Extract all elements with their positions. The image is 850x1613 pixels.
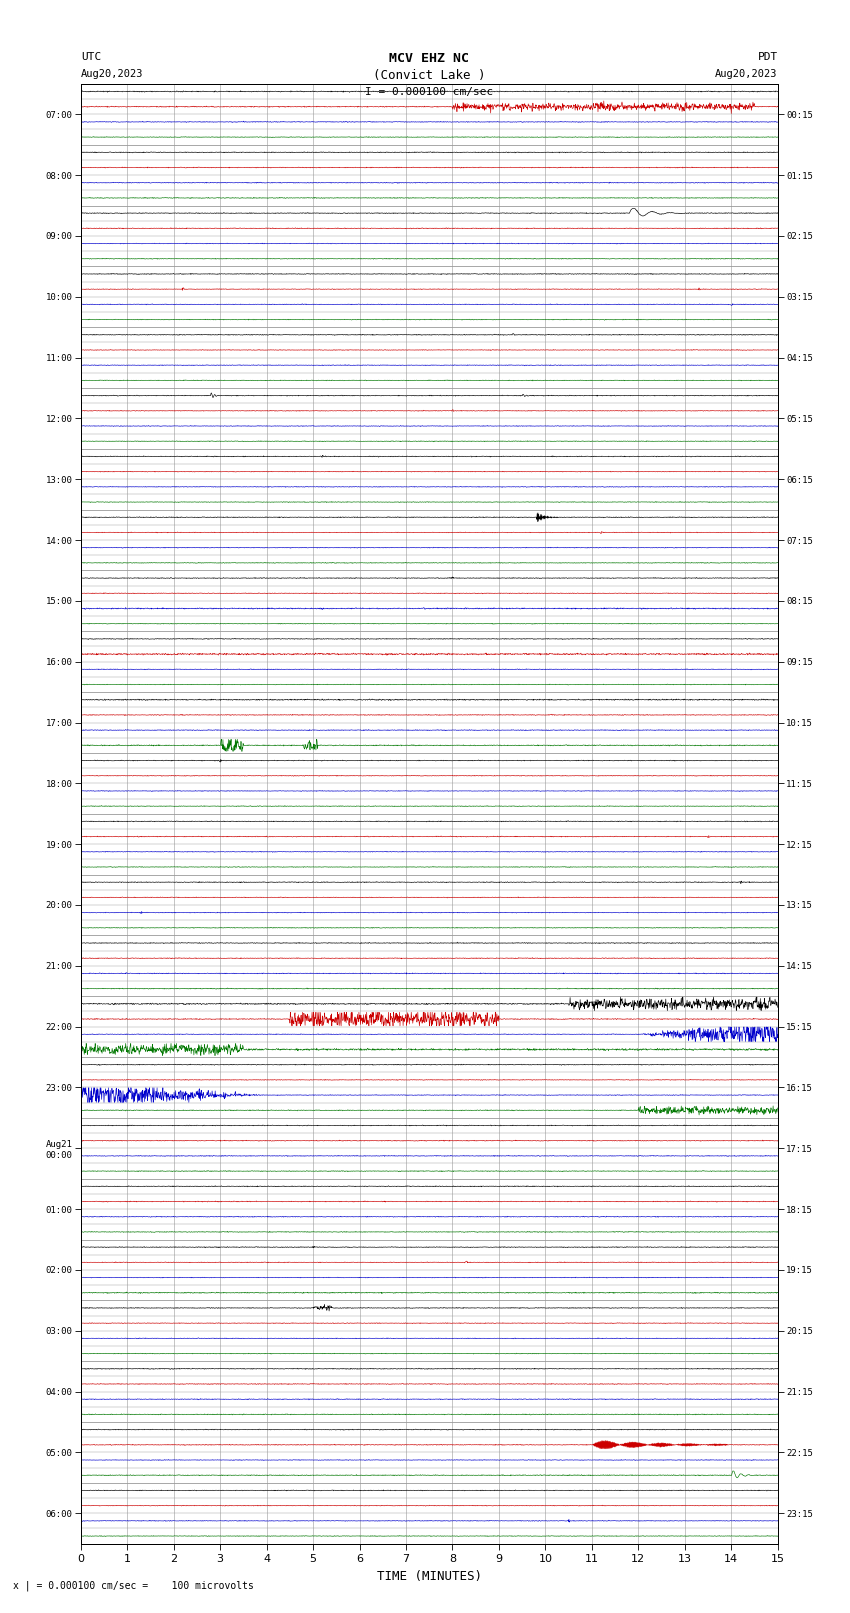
Text: Aug20,2023: Aug20,2023 <box>81 69 144 79</box>
Text: (Convict Lake ): (Convict Lake ) <box>373 69 485 82</box>
Text: x | = 0.000100 cm/sec =    100 microvolts: x | = 0.000100 cm/sec = 100 microvolts <box>13 1581 253 1592</box>
X-axis label: TIME (MINUTES): TIME (MINUTES) <box>377 1569 482 1582</box>
Text: Aug20,2023: Aug20,2023 <box>715 69 778 79</box>
Text: I = 0.000100 cm/sec: I = 0.000100 cm/sec <box>366 87 493 97</box>
Text: MCV EHZ NC: MCV EHZ NC <box>389 52 469 65</box>
Text: PDT: PDT <box>757 52 778 61</box>
Text: UTC: UTC <box>81 52 101 61</box>
